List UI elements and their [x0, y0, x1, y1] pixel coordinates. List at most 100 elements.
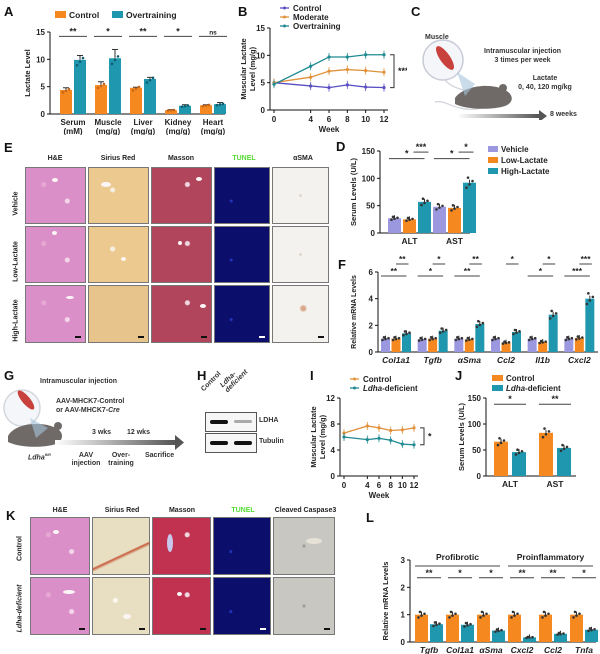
- x-tick-label: Liver: [133, 118, 152, 127]
- x-tick-label: 12: [380, 115, 389, 124]
- x-tick-label: αSma: [458, 355, 481, 365]
- bar-overtraining-kidney: [179, 105, 191, 114]
- bar-overtraining-muscle: [109, 58, 121, 114]
- bar-ALT-control: [494, 441, 508, 476]
- data-point: [384, 337, 387, 341]
- line-overtraining: [273, 54, 384, 85]
- bar-AST-control: [539, 432, 553, 476]
- bar-αSma-control: [477, 614, 490, 642]
- band-ldha-control: [210, 420, 228, 424]
- data-point: [327, 69, 331, 73]
- data-point: [482, 614, 485, 617]
- bar-control-serum: [60, 89, 72, 114]
- data-point: [435, 623, 438, 627]
- data-point: [451, 614, 454, 617]
- bar-Cxcl2-high-lactate: [585, 298, 595, 352]
- data-point: [527, 338, 531, 342]
- bar-control-muscle: [95, 85, 107, 114]
- bar-Tgfb-low-lactate: [428, 338, 438, 352]
- data-point: [420, 338, 424, 342]
- image-asma-high-lactate: [272, 285, 329, 343]
- significance-label: **: [464, 266, 471, 276]
- data-point: [575, 338, 578, 341]
- data-point: [479, 616, 482, 619]
- data-point: [345, 55, 349, 59]
- data-point: [466, 336, 470, 340]
- bar-Ccl2-high-lactate: [512, 332, 521, 352]
- group-label-profibrotic: Profibrotic: [436, 552, 479, 562]
- data-point: [542, 610, 546, 614]
- data-point: [408, 331, 411, 335]
- data-point: [364, 69, 368, 73]
- y-tick-label: 0: [371, 229, 376, 238]
- data-point: [556, 633, 559, 636]
- y-tick-label: 1: [401, 611, 406, 620]
- step-overtraining: Over-training: [108, 452, 134, 467]
- legend-label: Ldha-deficient: [506, 384, 561, 393]
- column-header-masson: Masson: [167, 155, 195, 162]
- significance-label: **: [518, 568, 526, 578]
- panel-label-i: I: [310, 368, 314, 383]
- data-point: [478, 323, 482, 327]
- data-point: [215, 103, 219, 107]
- data-point: [309, 64, 313, 68]
- mouse-icon: [455, 85, 512, 109]
- data-point: [166, 109, 170, 112]
- image-cleaved-caspase3-control: [273, 517, 335, 575]
- x-tick-label: Heart: [203, 118, 224, 127]
- legend-swatch-overtraining: [112, 11, 123, 18]
- data-point: [547, 612, 550, 616]
- x-tick-label: Serum: [61, 118, 86, 127]
- data-point: [500, 628, 503, 632]
- image-masson-vehicle: [151, 167, 212, 224]
- line-ldha-deficient: [343, 436, 415, 446]
- legend-label: Low-Lactate: [501, 156, 548, 165]
- image-tunel-ldha-deficient: [213, 577, 271, 635]
- line-control: [343, 425, 415, 434]
- y-axis-label: Serum Levels (U/L): [349, 158, 358, 226]
- x-tick-label: Ccl2: [544, 645, 562, 654]
- data-point: [418, 610, 422, 614]
- data-point: [557, 631, 561, 635]
- data-point: [172, 108, 176, 112]
- bar-ALT-ldha-deficient: [512, 452, 526, 476]
- data-point: [453, 207, 456, 210]
- blot-tubulin: [205, 433, 257, 453]
- scale-bar: [324, 628, 330, 630]
- data-point: [516, 612, 519, 616]
- data-point: [456, 205, 459, 209]
- data-point: [494, 630, 497, 633]
- significance-label: *: [582, 568, 586, 578]
- x-tick-label: 10: [361, 115, 370, 124]
- data-point: [393, 217, 396, 221]
- significance-label: **: [551, 394, 559, 404]
- data-point: [382, 85, 386, 90]
- data-point: [550, 309, 553, 313]
- y-tick-label: 10: [256, 51, 265, 60]
- x-tick-label: Col1a1: [382, 355, 410, 365]
- data-point: [391, 338, 395, 342]
- data-point: [309, 75, 313, 79]
- significance-label: **: [549, 568, 557, 578]
- data-point: [465, 339, 468, 342]
- data-point: [436, 202, 440, 206]
- data-point: [204, 104, 208, 107]
- significance-bracket: [390, 54, 395, 89]
- data-point: [526, 635, 530, 639]
- data-point: [566, 336, 569, 339]
- scale-bar: [75, 336, 81, 338]
- data-point: [533, 336, 537, 340]
- data-point: [102, 82, 106, 86]
- muscle-fiber-icon: [17, 390, 35, 410]
- histology-grid-e: H&E Sirius Red Masson TUNEL αSMA Vehicle…: [0, 150, 330, 365]
- data-point: [573, 610, 577, 614]
- scale-bar: [200, 628, 206, 630]
- scale-bar: [260, 628, 266, 630]
- data-point: [423, 612, 426, 616]
- x-tick-label: Col1a1: [446, 645, 474, 654]
- data-point: [541, 616, 544, 619]
- western-blot-h: Control Ldha-deficient LDHA Tubulin: [195, 369, 300, 458]
- data-point: [137, 85, 141, 89]
- y-tick-label: 150: [468, 394, 482, 403]
